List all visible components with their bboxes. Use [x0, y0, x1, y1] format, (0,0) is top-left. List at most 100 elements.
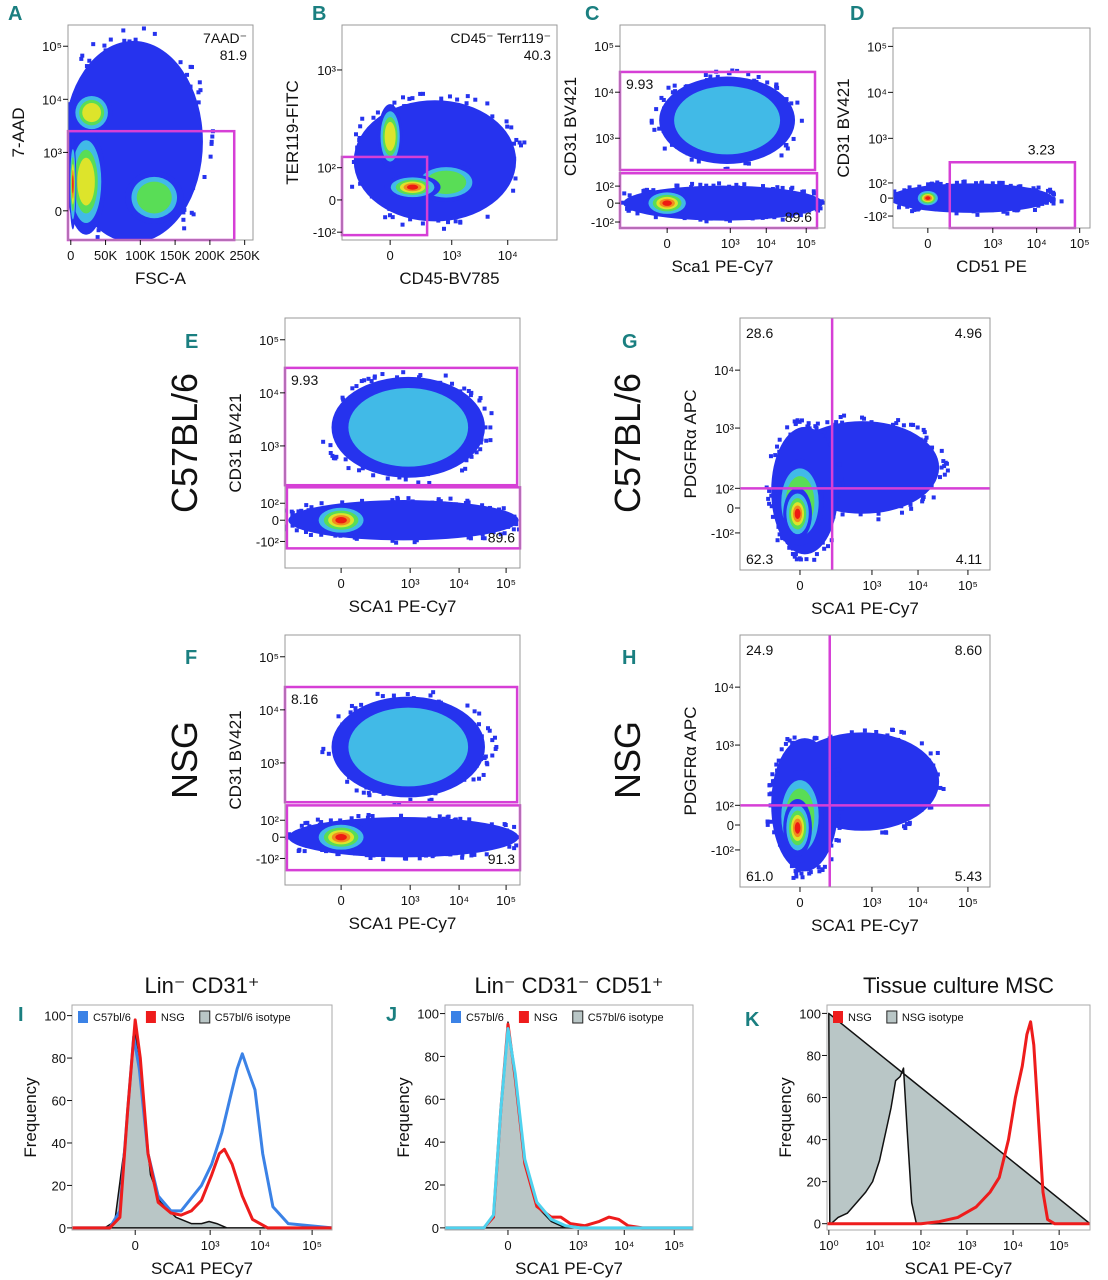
event-dot	[514, 137, 519, 142]
quadrant-label: 4.11	[956, 551, 982, 567]
x-tick-label: 100K	[125, 248, 156, 263]
event-dot	[822, 546, 827, 551]
event-dot	[834, 420, 839, 425]
event-dot	[787, 545, 792, 550]
event-dot	[490, 738, 495, 743]
event-dot	[299, 823, 304, 828]
event-dot	[441, 226, 446, 231]
event-dot	[360, 498, 365, 503]
event-dot	[880, 830, 885, 835]
plot-frame	[284, 634, 521, 886]
gate-label: CD45⁻ Terr119⁻	[450, 30, 551, 46]
event-dot	[784, 143, 789, 148]
event-dot	[919, 741, 924, 746]
event-dot	[652, 127, 657, 132]
event-dot	[814, 425, 819, 430]
event-dot	[661, 97, 666, 102]
event-dot	[80, 53, 85, 58]
plot-frame	[444, 1004, 694, 1231]
event-dot	[458, 219, 463, 224]
event-dot	[84, 64, 89, 69]
event-dot	[96, 228, 101, 233]
event-dot	[348, 710, 353, 715]
y-tick-label: 10²	[715, 798, 734, 813]
event-dot	[794, 874, 799, 879]
event-dot	[770, 514, 775, 519]
event-dot	[893, 189, 897, 194]
plot-frame	[739, 317, 991, 571]
event-dot	[791, 875, 796, 880]
event-dot	[789, 187, 794, 192]
event-dot	[651, 188, 656, 193]
event-dot	[431, 690, 436, 695]
event-dot	[822, 430, 827, 435]
y-tick-label: 10⁴	[714, 680, 734, 695]
event-dot	[842, 413, 847, 418]
legend-swatch	[518, 1011, 529, 1023]
y-axis-label: TER119-FITC	[283, 80, 302, 185]
event-dot	[437, 814, 442, 819]
density-level-3	[77, 157, 95, 206]
y-tick-label: -10²	[256, 851, 280, 866]
y-tick-label: -10²	[313, 225, 337, 240]
event-dot	[924, 435, 929, 440]
event-dot	[482, 406, 487, 411]
event-dot	[403, 477, 408, 482]
event-dot	[765, 819, 770, 824]
event-dot	[775, 444, 780, 449]
y-tick-label: 20	[52, 1178, 66, 1193]
event-dot	[196, 100, 201, 105]
event-dot	[517, 140, 522, 145]
event-dot	[87, 58, 92, 63]
event-dot	[492, 735, 497, 740]
event-dot	[800, 875, 805, 880]
plot-area	[72, 1018, 332, 1230]
event-dot	[308, 532, 313, 537]
event-dot	[102, 43, 107, 48]
event-dot	[296, 848, 301, 853]
x-tick-label: 0	[504, 1238, 511, 1253]
population-1	[70, 91, 113, 134]
event-dot	[769, 504, 774, 509]
series-nsg	[445, 1022, 693, 1230]
event-dot	[876, 517, 881, 522]
quadrant-label: 61.0	[746, 868, 773, 884]
event-dot	[58, 136, 62, 140]
event-dot	[133, 37, 138, 42]
event-dot	[937, 475, 942, 480]
event-dot	[447, 94, 452, 99]
event-dot	[836, 767, 841, 772]
event-dot	[354, 384, 359, 389]
gate-label: 3.23	[1028, 141, 1055, 157]
event-dot	[512, 824, 517, 829]
x-tick-label: 0	[924, 236, 931, 251]
population-2	[125, 170, 184, 225]
event-dot	[941, 786, 946, 791]
event-dot	[622, 191, 627, 196]
legend-swatch	[572, 1010, 584, 1024]
series-nsg	[72, 1018, 332, 1230]
event-dot	[321, 746, 326, 751]
y-tick-label: 10⁵	[42, 39, 62, 54]
event-dot	[350, 184, 355, 189]
event-dot	[797, 419, 802, 424]
event-dot	[672, 83, 677, 88]
event-dot	[468, 393, 473, 398]
event-dot	[488, 438, 493, 443]
event-dot	[91, 42, 96, 47]
event-dot	[380, 372, 385, 377]
event-dot	[392, 801, 397, 806]
event-dot	[1036, 185, 1041, 190]
strain-label: C57BL/6	[607, 373, 648, 513]
legend-swatch	[199, 1010, 211, 1024]
panel-i: I Lin⁻ CD31⁺ C57bl/6 NSG C57bl/6 isotype 0 10³…	[18, 973, 333, 1278]
event-dot	[902, 824, 907, 829]
y-tick-label: 80	[52, 1051, 66, 1066]
event-dot	[775, 185, 780, 190]
event-dot	[502, 822, 507, 827]
event-dot	[767, 488, 772, 493]
gate-label: 89.6	[488, 529, 515, 545]
event-dot	[649, 120, 654, 125]
